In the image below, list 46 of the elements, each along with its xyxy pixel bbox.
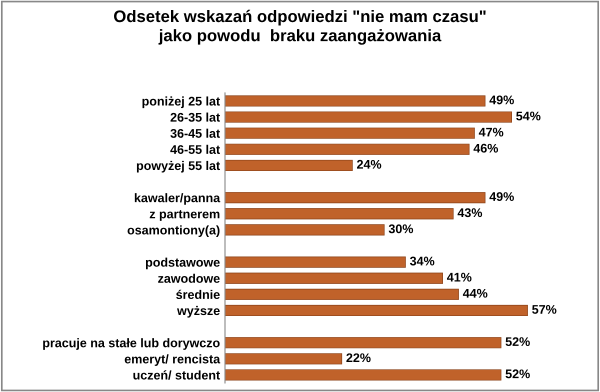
y-tick-label: średnie (176, 290, 220, 299)
y-tick-label: z partnerem (150, 210, 220, 221)
data-label: 57% (532, 305, 556, 314)
y-tick-label: zawodowe (158, 274, 220, 283)
y-tick-label: podstawowe (146, 258, 220, 270)
data-label: 54% (516, 112, 540, 120)
data-label: 41% (446, 272, 472, 282)
y-tick-label: wyższe (177, 306, 220, 318)
y-tick-label: 26-35 lat (170, 112, 220, 122)
y-tick-label: kawaler/panna (134, 193, 220, 205)
bar (225, 208, 454, 220)
bar (225, 160, 353, 172)
bar (225, 353, 342, 364)
y-tick-label: osamontiony(a) (128, 225, 220, 238)
data-label: 34% (410, 256, 434, 266)
data-label: 43% (458, 208, 482, 218)
y-tick-label: uczeń/ student (133, 370, 220, 380)
bar (225, 256, 406, 268)
data-label: 24% (356, 160, 382, 169)
y-tick-label: emeryt/ rencista (124, 354, 220, 366)
y-tick-label: 36-45 lat (170, 128, 220, 138)
y-tick-label: powyżej 55 lat (136, 160, 220, 173)
y-tick-label: 46-55 lat (170, 144, 220, 154)
data-label: 46% (474, 144, 498, 153)
bar (225, 111, 512, 123)
bar (225, 288, 459, 300)
bar (225, 224, 385, 236)
bar (225, 95, 486, 107)
y-tick-label: pracuje na stałe lub dorywczo (43, 338, 220, 350)
y-tick-label: poniżej 25 lat (142, 96, 220, 108)
data-label: 30% (388, 224, 414, 234)
data-label: 52% (506, 337, 530, 346)
bar (225, 272, 443, 284)
bar (225, 128, 475, 139)
data-label: 49% (489, 95, 514, 104)
bar (225, 337, 502, 348)
data-label: 52% (506, 369, 530, 378)
bar (225, 144, 470, 155)
bar (225, 192, 486, 204)
bar (225, 304, 528, 316)
data-label: 44% (462, 288, 488, 298)
bar (225, 369, 502, 381)
chart-title: Odsetek wskazań odpowiedzi "nie mam czasu" jako powodu braku zaangażowania (114, 10, 486, 45)
data-label: 49% (489, 192, 514, 202)
data-label: 22% (346, 353, 371, 362)
data-label: 47% (478, 128, 504, 137)
